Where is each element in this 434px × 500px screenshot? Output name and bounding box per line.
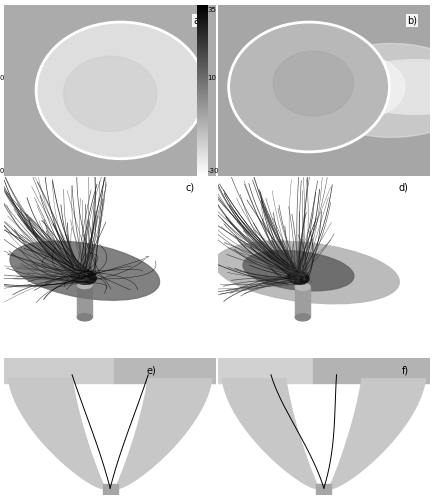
Text: c): c) [186, 183, 195, 193]
Text: -10: -10 [0, 76, 5, 82]
Text: f): f) [401, 365, 408, 375]
Ellipse shape [10, 241, 160, 300]
Polygon shape [329, 379, 425, 488]
Ellipse shape [310, 54, 405, 120]
Text: e): e) [147, 365, 157, 375]
Text: b): b) [407, 15, 417, 25]
Bar [295, 287, 310, 318]
Text: d): d) [398, 183, 408, 193]
Ellipse shape [307, 44, 434, 138]
Circle shape [229, 22, 389, 152]
Circle shape [36, 22, 205, 158]
Text: a): a) [194, 15, 203, 25]
Ellipse shape [71, 270, 96, 284]
Ellipse shape [288, 272, 309, 284]
Bar [4, 358, 115, 383]
Polygon shape [115, 379, 212, 488]
Text: 10: 10 [207, 76, 217, 82]
Ellipse shape [77, 314, 92, 321]
Ellipse shape [295, 314, 310, 321]
Ellipse shape [342, 60, 434, 114]
Text: -30: -30 [207, 168, 219, 173]
Ellipse shape [214, 241, 399, 304]
Ellipse shape [243, 250, 354, 291]
Bar [77, 285, 92, 318]
Polygon shape [222, 379, 319, 488]
Polygon shape [9, 379, 105, 488]
Ellipse shape [320, 66, 434, 108]
Circle shape [64, 56, 157, 132]
Ellipse shape [330, 63, 434, 111]
Bar [316, 484, 331, 495]
Text: -20: -20 [0, 168, 5, 173]
Bar [218, 358, 313, 383]
Text: 35: 35 [207, 7, 217, 13]
Bar [103, 484, 118, 495]
Bar [313, 358, 430, 383]
Bar [115, 358, 216, 383]
Ellipse shape [295, 283, 310, 290]
Ellipse shape [77, 282, 92, 288]
Circle shape [273, 51, 353, 116]
